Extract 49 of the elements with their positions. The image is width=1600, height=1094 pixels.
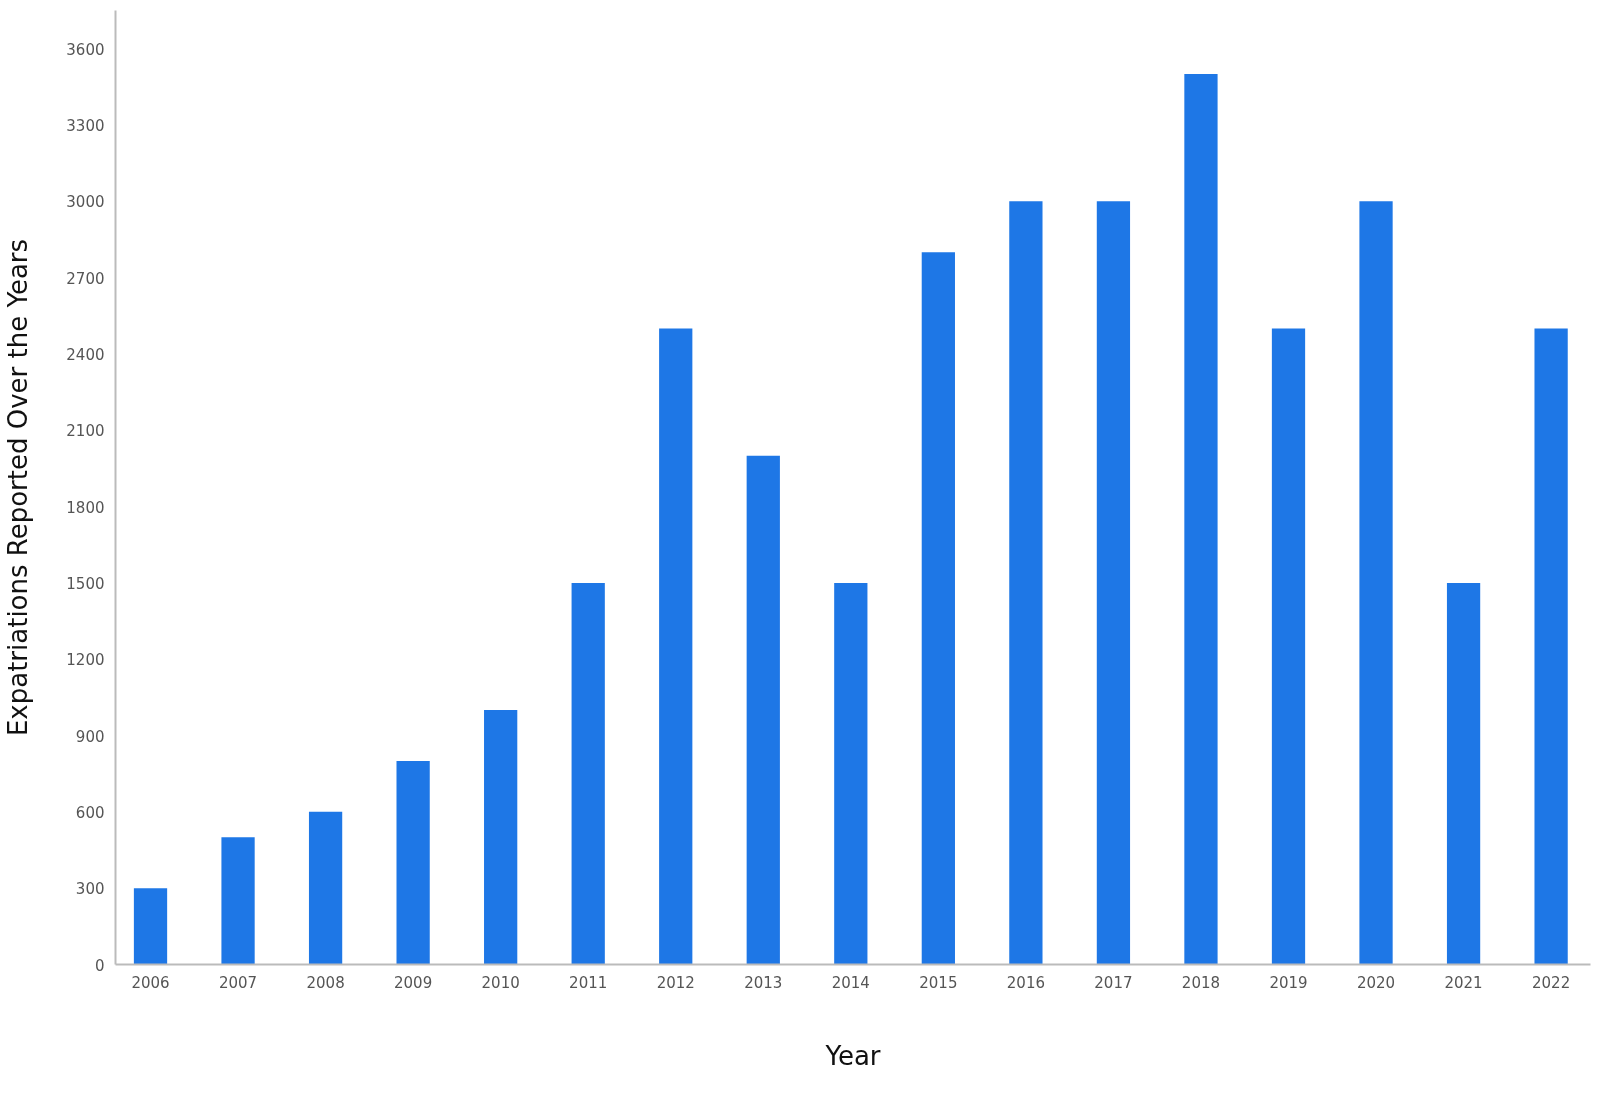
bar	[1446, 582, 1481, 965]
x-tick-label: 2010	[481, 973, 520, 992]
y-tick-label: 3300	[66, 116, 105, 135]
bar	[484, 710, 518, 965]
bar	[1009, 201, 1043, 965]
y-tick-label: 2700	[66, 269, 105, 288]
x-tick-label: 2008	[306, 973, 345, 992]
bar	[1096, 201, 1131, 965]
bar	[396, 760, 430, 965]
x-tick-label: 2021	[1444, 973, 1483, 992]
bar	[1184, 74, 1218, 965]
x-tick-label: 2006	[131, 973, 170, 992]
y-tick-label: 1500	[66, 574, 105, 593]
x-tick-label: 2007	[218, 973, 258, 992]
y-tick-label: 0	[94, 956, 105, 975]
y-tick-label: 3000	[66, 193, 105, 212]
x-tick-label: 2017	[1094, 973, 1133, 992]
bar	[1359, 201, 1393, 965]
x-tick-label: 2013	[744, 973, 783, 992]
y-tick-label: 900	[75, 727, 105, 746]
y-tick-label: 1800	[66, 498, 105, 517]
x-tick-label: 2019	[1269, 973, 1308, 992]
x-tick-label: 2018	[1181, 973, 1221, 992]
y-tick-label: 300	[75, 880, 105, 899]
bar	[133, 888, 168, 965]
y-tick-label: 1200	[66, 651, 105, 670]
y-tick-label: 2100	[66, 422, 105, 441]
bar	[746, 455, 780, 965]
x-tick-label: 2016	[1006, 973, 1045, 992]
bar	[1534, 328, 1568, 965]
x-tick-label: 2015	[919, 973, 958, 992]
x-tick-label: 2020	[1356, 973, 1396, 992]
bar	[221, 837, 255, 965]
x-tick-label: 2009	[394, 973, 433, 992]
bar	[1271, 328, 1306, 965]
bar	[834, 582, 868, 965]
y-axis-title: Expatriations Reported Over the Years	[3, 238, 34, 737]
y-tick-label: 600	[75, 803, 105, 822]
y-tick-label: 2400	[66, 345, 105, 364]
x-axis-title: Year	[824, 1040, 881, 1071]
bar	[308, 811, 343, 965]
bar	[571, 582, 605, 965]
x-tick-label: 2014	[831, 973, 870, 992]
x-tick-label: 2022	[1532, 973, 1571, 992]
bar	[659, 328, 693, 965]
bar	[921, 252, 955, 965]
y-tick-label: 3600	[66, 40, 105, 59]
x-tick-label: 2012	[656, 973, 695, 992]
x-tick-label: 2011	[569, 973, 608, 992]
